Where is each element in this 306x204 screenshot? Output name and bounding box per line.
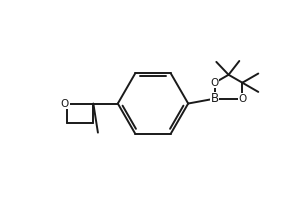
Text: B: B [211, 92, 219, 105]
Text: O: O [61, 99, 69, 109]
Text: O: O [238, 94, 247, 104]
Text: O: O [211, 78, 219, 88]
